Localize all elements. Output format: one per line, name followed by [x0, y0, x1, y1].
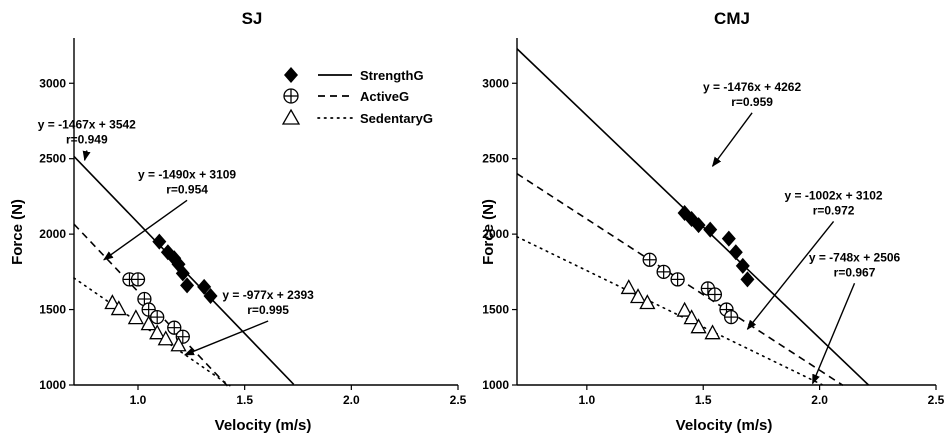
annotation-arrow	[103, 199, 188, 261]
annotation-equation: y = -977x + 2393	[222, 288, 314, 302]
y-tick-label: 3000	[39, 76, 66, 90]
point-strengthg	[740, 271, 755, 288]
point-sedentaryg	[683, 309, 700, 325]
annotation-arrow	[82, 150, 91, 162]
x-tick-label: 1.0	[578, 393, 595, 407]
point-sedentaryg	[639, 294, 656, 310]
point-activeg	[656, 264, 671, 279]
annotation-arrow	[184, 320, 269, 356]
point-activeg	[670, 272, 685, 287]
x-tick-label: 2.5	[450, 393, 467, 407]
legend-strengthg-label: StrengthG	[360, 68, 424, 83]
point-strengthg	[175, 265, 190, 282]
point-strengthg	[203, 287, 218, 304]
sj-data-points	[104, 233, 218, 352]
x-tick-label: 2.5	[928, 393, 945, 407]
point-activeg	[707, 287, 723, 302]
point-activeg	[167, 320, 182, 335]
point-strengthg	[735, 257, 750, 274]
annotation-r-value: r=0.949	[66, 133, 108, 147]
cmj-title: CMJ	[714, 9, 750, 28]
annotation-equation: y = -1490x + 3109	[138, 167, 236, 181]
point-activeg	[137, 291, 152, 307]
x-tick-label: 2.0	[343, 393, 360, 407]
cmj-data-points	[620, 205, 755, 340]
sj-x-ticks: 1.0 1.5 2.0 2.5	[130, 385, 467, 407]
x-tick-label: 2.0	[811, 393, 828, 407]
point-activeg	[130, 272, 146, 287]
x-tick-label: 1.5	[236, 393, 253, 407]
point-strengthg	[721, 230, 736, 247]
point-sedentaryg	[127, 309, 144, 325]
legend-activeg-label: ActiveG	[360, 89, 409, 104]
annotation-arrow	[811, 283, 856, 385]
point-sedentaryg	[170, 336, 187, 352]
point-sedentaryg	[629, 288, 647, 304]
legend-triangle-marker	[281, 108, 301, 125]
y-tick-label: 1000	[39, 378, 66, 392]
point-activeg	[642, 252, 657, 267]
y-tick-label: 2500	[39, 152, 66, 166]
y-tick-label: 3000	[482, 76, 509, 90]
point-sedentaryg	[140, 315, 157, 331]
y-tick-label: 2500	[482, 152, 509, 166]
point-sedentaryg	[110, 300, 127, 316]
point-sedentaryg	[104, 294, 121, 310]
x-tick-label: 1.0	[130, 393, 147, 407]
y-tick-label: 1500	[39, 303, 66, 317]
sj-title: SJ	[242, 9, 263, 28]
point-activeg	[150, 309, 165, 325]
annotation-r-value: r=0.959	[731, 95, 773, 109]
point-activeg	[724, 309, 739, 325]
point-strengthg	[691, 217, 706, 234]
cmj-chart: CMJ Velocity (m/s) Force (N) 1.0 1.5 2.0 2.…	[480, 9, 945, 434]
point-strengthg	[703, 221, 718, 238]
annotation-arrow	[746, 220, 835, 330]
cmj-y-ticks: 1000 1500 2000 2500 3000	[482, 76, 517, 392]
legend-strengthg: StrengthG	[284, 67, 424, 83]
legend-sedentaryg: SedentaryG	[281, 108, 433, 126]
fit-line-sedentaryg	[73, 277, 231, 387]
point-sedentaryg	[620, 279, 637, 295]
point-sedentaryg	[690, 318, 707, 334]
point-strengthg	[152, 233, 167, 250]
annotation-r-value: r=0.967	[834, 265, 876, 279]
sj-chart: SJ Velocity (m/s) Force (N) 1.0 1.5 2.0 2.5…	[9, 9, 467, 434]
point-sedentaryg	[676, 301, 693, 317]
legend-activeg: ActiveG	[283, 88, 409, 104]
annotation-equation: y = -748x + 2506	[809, 250, 901, 264]
y-tick-label: 2000	[39, 227, 66, 241]
point-strengthg	[180, 277, 195, 294]
y-tick-label: 1500	[482, 303, 509, 317]
point-sedentaryg	[157, 330, 174, 346]
annotation-equation: y = -1476x + 4262	[703, 80, 801, 94]
x-tick-label: 1.5	[695, 393, 712, 407]
annotation-equation: y = -1467x + 3542	[38, 118, 136, 132]
y-tick-label: 1000	[482, 378, 509, 392]
annotation-r-value: r=0.954	[166, 182, 208, 196]
legend-sedentaryg-label: SedentaryG	[360, 111, 433, 126]
annotation-arrow	[711, 112, 753, 168]
cmj-x-ticks: 1.0 1.5 2.0 2.5	[578, 385, 945, 407]
legend-diamond-marker	[284, 67, 298, 83]
point-sedentaryg	[149, 324, 166, 340]
annotation-r-value: r=0.995	[247, 303, 289, 317]
sj-y-axis-label: Force (N)	[9, 199, 26, 265]
point-sedentaryg	[704, 324, 721, 340]
cmj-x-axis-label: Velocity (m/s)	[676, 417, 773, 434]
cmj-y-axis-label: Force (N)	[480, 199, 497, 265]
sj-x-axis-label: Velocity (m/s)	[215, 417, 312, 434]
point-strengthg	[728, 244, 743, 261]
y-tick-label: 2000	[482, 227, 509, 241]
annotation-r-value: r=0.972	[813, 203, 855, 217]
legend: StrengthG ActiveG SedentaryG	[281, 67, 433, 126]
annotation-equation: y = -1002x + 3102	[785, 188, 883, 202]
fit-line-sedentaryg	[516, 235, 823, 386]
point-strengthg	[197, 278, 212, 295]
sj-y-ticks: 1000 1500 2000 2500 3000	[39, 76, 74, 392]
